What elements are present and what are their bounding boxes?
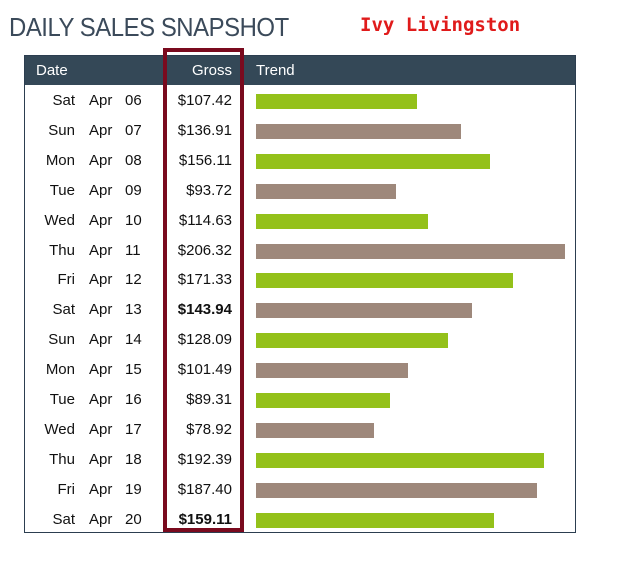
row-day: 10 xyxy=(125,211,142,229)
row-gross-value: $78.92 xyxy=(186,420,232,438)
row-gross-value: $89.31 xyxy=(186,391,232,408)
row-weekday: Tue xyxy=(49,181,75,199)
row-gross-value: $156.11 xyxy=(178,151,232,169)
row-gross-value: $128.09 xyxy=(177,331,232,349)
row-weekday: Wed xyxy=(44,211,75,229)
trend-bar xyxy=(256,213,428,229)
row-weekday: Fri xyxy=(57,480,76,498)
row-day: 15 xyxy=(125,361,142,379)
row-weekday: Tue xyxy=(49,391,75,408)
table-row: Sat Apr 20 $159.11 xyxy=(25,505,575,535)
row-gross-value: $206.32 xyxy=(177,241,232,259)
row-day: 18 xyxy=(125,450,142,468)
row-gross-value: $107.42 xyxy=(177,92,232,109)
row-month: Apr xyxy=(89,181,113,199)
table-row: Mon Apr 08 $156.11 xyxy=(25,146,575,176)
row-day: 08 xyxy=(125,151,142,169)
trend-bar xyxy=(256,153,490,169)
row-day: 11 xyxy=(125,241,141,259)
row-month: Apr xyxy=(89,510,113,528)
row-day: 13 xyxy=(125,301,142,319)
row-weekday: Wed xyxy=(44,420,75,438)
trend-bar xyxy=(256,333,448,349)
table-row: Thu Apr 11 $206.32 xyxy=(25,236,575,266)
table-row: Mon Apr 15 $101.49 xyxy=(25,355,575,385)
row-weekday: Sun xyxy=(48,331,75,349)
table-row: Sun Apr 07 $136.91 xyxy=(25,116,575,146)
table-row: Thu Apr 18 $192.39 xyxy=(25,445,575,475)
row-weekday: Sun xyxy=(48,121,75,139)
row-weekday: Sat xyxy=(52,301,75,319)
row-gross-value: $101.49 xyxy=(177,361,232,379)
row-gross-value: $93.72 xyxy=(186,181,232,199)
table-row: Wed Apr 17 $78.92 xyxy=(25,415,575,445)
row-gross-value: $171.33 xyxy=(177,271,232,289)
row-gross-value: $114.63 xyxy=(178,211,232,229)
table-row: Tue Apr 16 $89.31 xyxy=(25,385,575,415)
trend-bar xyxy=(256,482,537,498)
row-month: Apr xyxy=(89,301,113,319)
row-month: Apr xyxy=(89,450,113,468)
row-month: Apr xyxy=(89,241,113,259)
table-row: Fri Apr 12 $171.33 xyxy=(25,265,575,295)
trend-bar xyxy=(256,273,513,289)
row-month: Apr xyxy=(89,151,113,169)
row-weekday: Sat xyxy=(52,92,75,109)
row-day: 17 xyxy=(125,420,142,438)
table-row: Sun Apr 14 $128.09 xyxy=(25,325,575,355)
row-weekday: Mon xyxy=(45,361,75,379)
trend-bar xyxy=(256,452,545,468)
row-gross-value: $136.91 xyxy=(177,121,232,139)
column-header-trend: Trend xyxy=(256,62,295,79)
row-day: 19 xyxy=(125,480,142,498)
sales-table: Date Gross Trend Sat Apr 06 $107.42 Sun Apr 07… xyxy=(24,55,576,533)
table-row: Tue Apr 09 $93.72 xyxy=(25,176,575,206)
row-month: Apr xyxy=(89,480,113,498)
row-day: 16 xyxy=(125,391,142,408)
table-header: Date Gross Trend xyxy=(25,56,575,85)
trend-bar xyxy=(256,393,390,408)
table-row: Fri Apr 19 $187.40 xyxy=(25,475,575,505)
row-gross-value: $143.94 xyxy=(177,301,232,319)
author-name: Ivy Livingston xyxy=(360,14,521,36)
column-header-date: Date xyxy=(36,62,68,79)
row-gross-value: $192.39 xyxy=(177,450,232,468)
row-day: 12 xyxy=(125,271,142,289)
row-month: Apr xyxy=(89,211,113,229)
row-gross-value: $159.11 xyxy=(178,510,232,528)
row-month: Apr xyxy=(89,121,113,139)
table-row: Wed Apr 10 $114.63 xyxy=(25,206,575,236)
page-title: DAILY SALES SNAPSHOT xyxy=(9,12,289,42)
row-weekday: Thu xyxy=(49,241,75,259)
row-weekday: Thu xyxy=(49,450,75,468)
trend-bar xyxy=(256,243,565,259)
row-gross-value: $187.40 xyxy=(177,480,232,498)
row-month: Apr xyxy=(89,391,113,408)
trend-bar xyxy=(256,512,495,528)
trend-bar xyxy=(256,94,417,109)
row-day: 14 xyxy=(125,331,142,349)
row-month: Apr xyxy=(89,92,113,109)
column-header-gross: Gross xyxy=(191,62,232,79)
trend-bar xyxy=(256,183,397,199)
trend-bar xyxy=(256,363,408,379)
table-row: Sat Apr 13 $143.94 xyxy=(25,295,575,325)
row-month: Apr xyxy=(89,420,113,438)
table-row: Sat Apr 06 $107.42 xyxy=(25,86,575,116)
row-month: Apr xyxy=(89,271,113,289)
row-weekday: Sat xyxy=(52,510,75,528)
trend-bar xyxy=(256,303,472,319)
trend-bar xyxy=(256,422,375,438)
row-weekday: Fri xyxy=(57,271,76,289)
row-month: Apr xyxy=(89,361,113,379)
row-day: 06 xyxy=(125,92,142,109)
row-day: 20 xyxy=(125,510,142,528)
row-weekday: Mon xyxy=(45,151,75,169)
trend-bar xyxy=(256,123,462,139)
row-day: 07 xyxy=(125,121,142,139)
row-day: 09 xyxy=(125,181,142,199)
row-month: Apr xyxy=(89,331,113,349)
